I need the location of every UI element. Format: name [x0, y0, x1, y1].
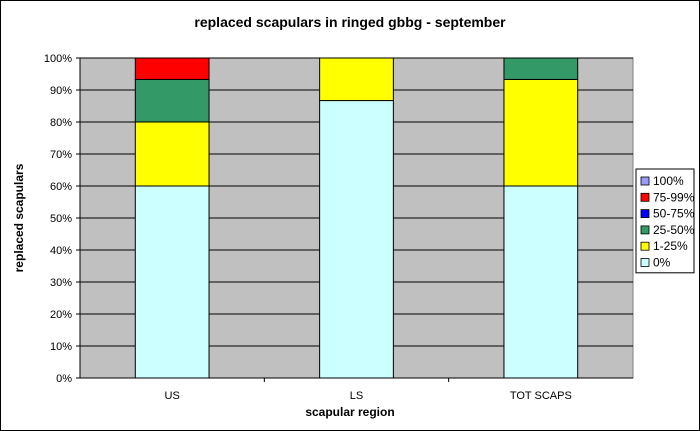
legend-swatch — [640, 176, 650, 186]
y-tick-label: 80% — [50, 117, 72, 129]
y-tick-label: 40% — [50, 245, 72, 257]
y-tick-label: 0% — [56, 373, 72, 385]
y-tick-label: 90% — [50, 85, 72, 97]
x-tick-label: US — [165, 390, 180, 402]
legend-label: 25-50% — [653, 223, 695, 237]
y-tick-label: 60% — [50, 181, 72, 193]
x-axis-title: scapular region — [305, 405, 394, 419]
bar-segment — [319, 57, 394, 102]
bars — [134, 57, 579, 379]
bar-segment — [503, 57, 579, 80]
y-tick-label: 30% — [50, 277, 72, 289]
legend: 100% 75-99% 50-75% 25-50% 1-25% 0% — [635, 168, 695, 274]
bar-segment — [134, 78, 210, 123]
legend-label: 100% — [653, 174, 684, 188]
y-tick-label: 100% — [44, 53, 72, 65]
x-axis-ticks: US LS TOT SCAPS — [165, 378, 572, 402]
legend-label: 75-99% — [653, 190, 695, 204]
bar-segment — [319, 100, 394, 379]
legend-label: 0% — [653, 256, 671, 270]
legend-label: 1-25% — [653, 239, 688, 253]
legend-label: 50-75% — [653, 207, 695, 221]
legend-swatch — [640, 209, 650, 219]
legend-swatch — [640, 258, 650, 267]
legend-swatch — [640, 192, 650, 202]
bar-segment — [503, 185, 579, 379]
y-axis-title: replaced scapulars — [12, 163, 26, 272]
y-tick-label: 70% — [50, 149, 72, 161]
y-tick-label: 20% — [50, 309, 72, 321]
bar-segment — [134, 57, 210, 80]
bar-segment — [503, 78, 579, 187]
legend-swatch — [640, 225, 650, 235]
y-axis-ticks: 0% 10% 20% 30% 40% 50% 60% 70% 80% 90% 100% — [44, 53, 80, 385]
legend-box — [635, 168, 695, 274]
x-tick-label: TOT SCAPS — [510, 390, 572, 402]
y-tick-label: 50% — [50, 213, 72, 225]
x-tick-label: LS — [350, 390, 363, 402]
y-tick-label: 10% — [50, 341, 72, 353]
bar-segment — [134, 121, 210, 187]
legend-swatch — [640, 241, 650, 251]
chart-title: replaced scapulars in ringed gbbg - sept… — [194, 14, 506, 30]
bar-segment — [134, 185, 210, 379]
